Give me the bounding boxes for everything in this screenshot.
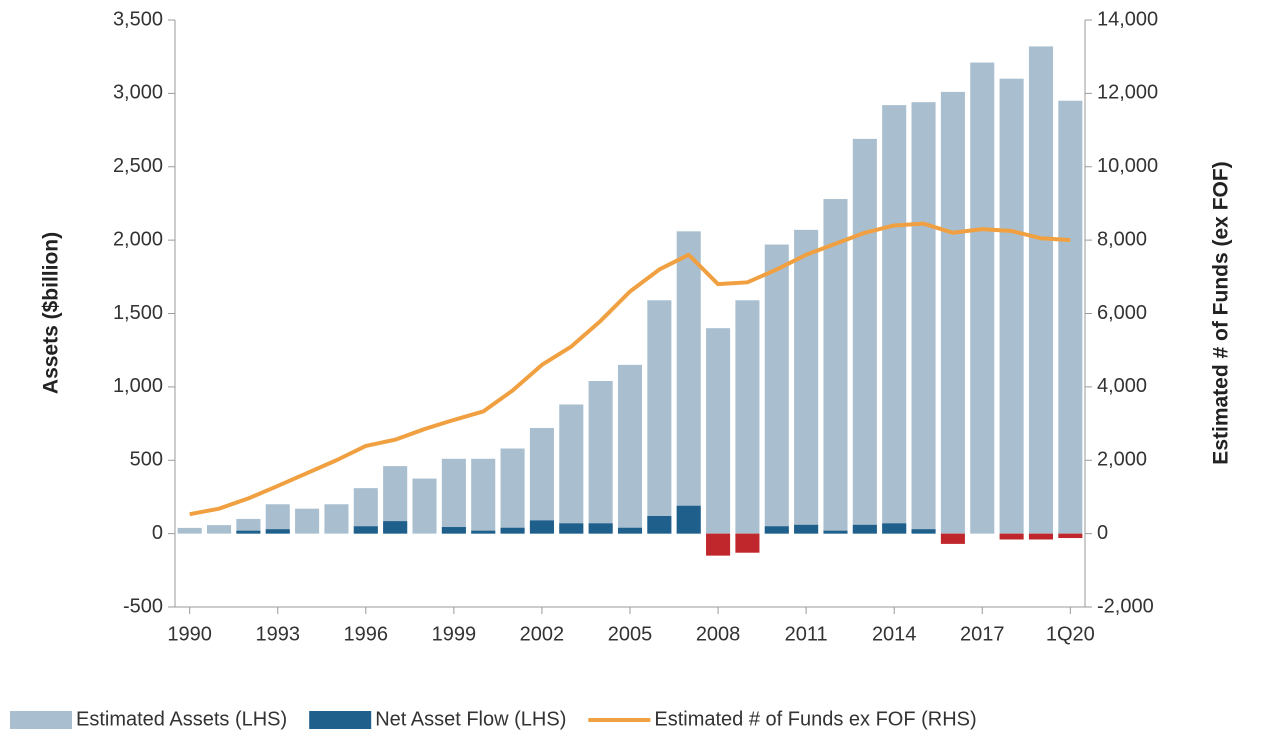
bar bbox=[529, 427, 554, 534]
x-tick-label: 2014 bbox=[872, 623, 917, 645]
bar bbox=[852, 524, 877, 534]
bar bbox=[324, 504, 349, 534]
bar bbox=[617, 364, 643, 534]
bar bbox=[852, 138, 877, 534]
bar bbox=[295, 508, 320, 534]
bar bbox=[471, 458, 496, 534]
bar bbox=[735, 533, 760, 553]
bar bbox=[764, 526, 789, 534]
line bbox=[189, 221, 1071, 517]
bar bbox=[794, 229, 819, 534]
y-tick-label: 3,000 bbox=[113, 82, 163, 104]
bar bbox=[236, 530, 261, 534]
bar bbox=[559, 523, 584, 534]
x-tick-label: 2008 bbox=[696, 623, 741, 645]
bar bbox=[882, 523, 907, 534]
bar bbox=[794, 524, 819, 534]
bar bbox=[882, 105, 907, 534]
bar bbox=[588, 381, 613, 534]
bar bbox=[441, 458, 466, 534]
legend-label: Estimated Assets (LHS) bbox=[76, 708, 287, 730]
bar bbox=[265, 529, 290, 534]
bar bbox=[647, 300, 672, 534]
bar bbox=[206, 525, 232, 534]
bar bbox=[676, 505, 701, 534]
y2-tick-label: 4,000 bbox=[1097, 375, 1147, 397]
y2-tick-label: 8,000 bbox=[1097, 228, 1147, 250]
bar bbox=[970, 62, 995, 534]
bar bbox=[676, 231, 701, 534]
x-tick-label: 1Q20 bbox=[1046, 623, 1095, 645]
bar bbox=[559, 404, 584, 534]
y2-tick-label: -2,000 bbox=[1097, 595, 1154, 617]
x-tick-label: 1990 bbox=[167, 623, 212, 645]
bar bbox=[617, 527, 643, 534]
bar bbox=[764, 244, 789, 534]
x-tick-label: 2017 bbox=[960, 623, 1005, 645]
bar bbox=[529, 520, 554, 534]
y-tick-label: 2,000 bbox=[113, 228, 163, 250]
y-tick-label: -500 bbox=[123, 595, 163, 617]
bar bbox=[500, 448, 525, 534]
y-tick-label: 2,500 bbox=[113, 155, 163, 177]
bar bbox=[647, 516, 672, 534]
bar bbox=[265, 504, 290, 534]
bar bbox=[412, 478, 437, 534]
bar bbox=[383, 521, 408, 534]
bar bbox=[940, 533, 965, 544]
bar bbox=[999, 533, 1024, 540]
legend-marker bbox=[309, 711, 372, 729]
y-tick-label: 0 bbox=[152, 522, 163, 544]
y2-axis-title: Estimated # of Funds (ex FOF) bbox=[1210, 161, 1233, 464]
y2-tick-label: 2,000 bbox=[1097, 449, 1147, 471]
x-tick-label: 1996 bbox=[344, 623, 389, 645]
y2-tick-label: 6,000 bbox=[1097, 302, 1147, 324]
bar bbox=[353, 526, 378, 534]
x-tick-label: 1993 bbox=[255, 623, 300, 645]
y-tick-label: 500 bbox=[130, 449, 163, 471]
bar bbox=[1058, 533, 1083, 539]
x-tick-label: 2002 bbox=[520, 623, 565, 645]
legend-label: Net Asset Flow (LHS) bbox=[375, 708, 566, 730]
bar bbox=[441, 527, 466, 534]
bar bbox=[911, 102, 936, 534]
legend-marker bbox=[10, 711, 72, 729]
y-tick-label: 3,500 bbox=[113, 8, 163, 30]
bar bbox=[940, 91, 965, 534]
bar bbox=[1058, 100, 1083, 534]
x-tick-label: 1999 bbox=[432, 623, 477, 645]
legend-label: Estimated # of Funds ex FOF (RHS) bbox=[654, 708, 976, 730]
y-tick-label: 1,500 bbox=[113, 302, 163, 324]
bar bbox=[706, 533, 731, 556]
y-tick-label: 1,000 bbox=[113, 375, 163, 397]
bar bbox=[1028, 533, 1054, 540]
x-tick-label: 2005 bbox=[608, 623, 653, 645]
bar bbox=[911, 529, 936, 534]
bar bbox=[177, 527, 202, 534]
bar bbox=[823, 199, 848, 534]
bar bbox=[999, 78, 1024, 534]
y2-tick-label: 12,000 bbox=[1097, 82, 1158, 104]
x-tick-label: 2011 bbox=[785, 623, 828, 645]
y2-tick-label: 14,000 bbox=[1097, 8, 1158, 30]
bar bbox=[471, 530, 496, 534]
y-axis-title: Assets ($billion) bbox=[40, 232, 63, 394]
y2-tick-label: 10,000 bbox=[1097, 155, 1158, 177]
y2-tick-label: 0 bbox=[1097, 522, 1108, 544]
bar bbox=[236, 518, 261, 534]
bar bbox=[500, 527, 525, 534]
bar bbox=[588, 523, 613, 534]
bar bbox=[1028, 46, 1054, 534]
bar bbox=[735, 300, 760, 534]
bar bbox=[353, 488, 378, 534]
bar bbox=[823, 530, 848, 534]
bar bbox=[706, 328, 731, 534]
